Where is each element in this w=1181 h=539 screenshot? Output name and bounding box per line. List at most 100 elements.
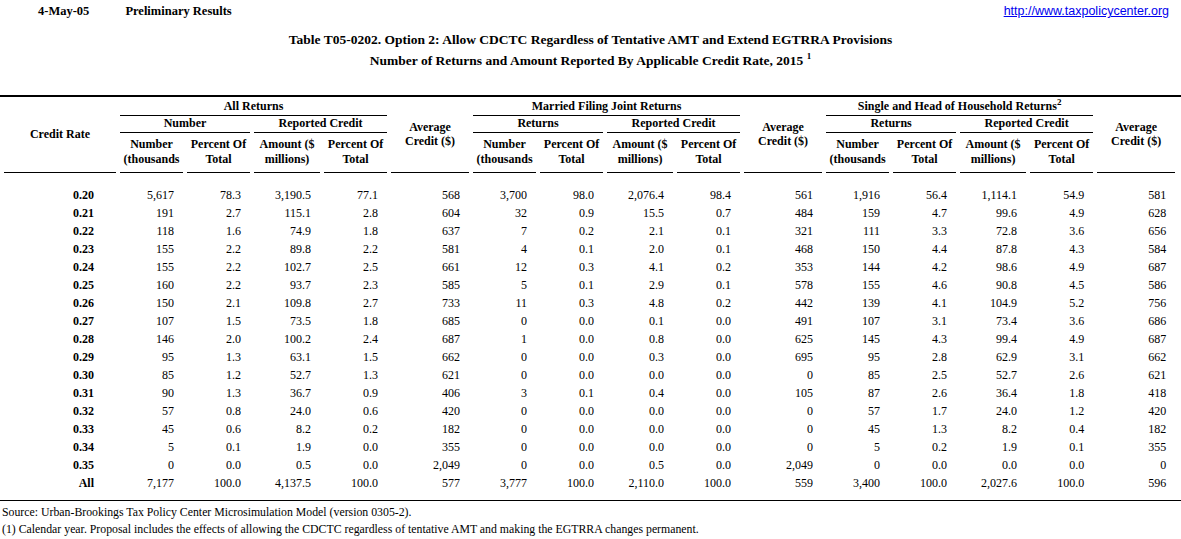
value-cell: 2.0 bbox=[187, 330, 250, 348]
value-cell: 1.5 bbox=[187, 312, 250, 330]
value-cell: 5 bbox=[826, 438, 889, 456]
subgroup-reported-credit-all: Reported Credit bbox=[254, 116, 387, 133]
table-row: 0.251602.293.72.358550.12.90.15781554.69… bbox=[4, 276, 1175, 294]
value-cell: 0.0 bbox=[893, 456, 956, 474]
table-body: 0.205,61778.33,190.577.15683,70098.02,07… bbox=[4, 173, 1175, 500]
value-cell: 36.4 bbox=[960, 384, 1026, 402]
table-row: 0.3500.00.50.02,04900.00.50.02,04900.00.… bbox=[4, 456, 1175, 474]
value-cell: 4.5 bbox=[1030, 276, 1093, 294]
value-cell: 0.0 bbox=[540, 420, 603, 438]
value-cell: 2.6 bbox=[1030, 366, 1093, 384]
credit-rate-cell: 0.33 bbox=[4, 420, 116, 438]
title-line-2-text: Number of Returns and Amount Reported By… bbox=[370, 53, 803, 68]
value-cell: 0.1 bbox=[1030, 438, 1093, 456]
credit-rate-cell: 0.24 bbox=[4, 258, 116, 276]
value-cell: 95 bbox=[826, 348, 889, 366]
value-cell: 0.0 bbox=[540, 330, 603, 348]
col-label-line1: Amount ($ bbox=[607, 137, 673, 152]
col-label-line2: millions) bbox=[607, 152, 673, 167]
value-cell: 145 bbox=[826, 330, 889, 348]
value-cell: 0.1 bbox=[677, 222, 740, 240]
credit-rate-cell: 0.35 bbox=[4, 456, 116, 474]
credit-rate-cell: 0.21 bbox=[4, 204, 116, 222]
value-cell: 11 bbox=[473, 294, 536, 312]
value-cell: 0.4 bbox=[1030, 420, 1093, 438]
value-cell: 100.0 bbox=[187, 474, 250, 500]
value-cell: 3.6 bbox=[1030, 222, 1093, 240]
value-cell: 491 bbox=[744, 312, 822, 330]
col-header-amount: Amount ($millions) bbox=[607, 133, 673, 173]
value-cell: 0.9 bbox=[540, 204, 603, 222]
col-header-amount: Amount ($millions) bbox=[960, 133, 1026, 173]
value-cell: 0 bbox=[1097, 456, 1175, 474]
average-label-line1: Average bbox=[744, 120, 822, 134]
source-note: Source: Urban-Brookings Tax Policy Cente… bbox=[2, 504, 1175, 521]
value-cell: 85 bbox=[120, 366, 183, 384]
value-cell: 3,190.5 bbox=[254, 173, 320, 204]
value-cell: 62.9 bbox=[960, 348, 1026, 366]
value-cell: 625 bbox=[744, 330, 822, 348]
value-cell: 0 bbox=[473, 348, 536, 366]
value-cell: 2.2 bbox=[324, 240, 387, 258]
value-cell: 559 bbox=[744, 474, 822, 500]
col-label-line1: Percent Of bbox=[540, 137, 603, 152]
value-cell: 3,400 bbox=[826, 474, 889, 500]
value-cell: 4.8 bbox=[607, 294, 673, 312]
value-cell: 0.1 bbox=[540, 384, 603, 402]
value-cell: 2.7 bbox=[324, 294, 387, 312]
taxpolicycenter-link[interactable]: http://www.taxpolicycenter.org bbox=[1004, 4, 1169, 18]
value-cell: 2.9 bbox=[607, 276, 673, 294]
value-cell: 45 bbox=[826, 420, 889, 438]
value-cell: 0.1 bbox=[540, 276, 603, 294]
value-cell: 0.0 bbox=[324, 456, 387, 474]
value-cell: 0.0 bbox=[677, 420, 740, 438]
value-cell: 662 bbox=[1097, 348, 1175, 366]
value-cell: 73.5 bbox=[254, 312, 320, 330]
value-cell: 85 bbox=[826, 366, 889, 384]
col-header-percent: Percent OfTotal bbox=[540, 133, 603, 173]
value-cell: 4.3 bbox=[893, 330, 956, 348]
col-label-line2: Total bbox=[187, 152, 250, 167]
value-cell: 1.8 bbox=[1030, 384, 1093, 402]
value-cell: 54.9 bbox=[1030, 173, 1093, 204]
value-cell: 0.9 bbox=[324, 384, 387, 402]
value-cell: 8.2 bbox=[254, 420, 320, 438]
group-title-text: Single and Head of Household Returns bbox=[858, 99, 1057, 113]
value-cell: 155 bbox=[120, 240, 183, 258]
value-cell: 87.8 bbox=[960, 240, 1026, 258]
col-label-line2: Total bbox=[677, 152, 740, 167]
value-cell: 321 bbox=[744, 222, 822, 240]
value-cell: 0.2 bbox=[677, 294, 740, 312]
value-cell: 0.0 bbox=[540, 312, 603, 330]
value-cell: 1.3 bbox=[187, 384, 250, 402]
value-cell: 1.9 bbox=[254, 438, 320, 456]
value-cell: 0.0 bbox=[677, 312, 740, 330]
value-cell: 104.9 bbox=[960, 294, 1026, 312]
value-cell: 2.5 bbox=[893, 366, 956, 384]
value-cell: 0 bbox=[473, 366, 536, 384]
value-cell: 4.9 bbox=[1030, 258, 1093, 276]
value-cell: 5.2 bbox=[1030, 294, 1093, 312]
value-cell: 107 bbox=[120, 312, 183, 330]
value-cell: 420 bbox=[391, 402, 469, 420]
value-cell: 159 bbox=[826, 204, 889, 222]
value-cell: 78.3 bbox=[187, 173, 250, 204]
value-cell: 0.1 bbox=[677, 240, 740, 258]
col-label-line2: Total bbox=[324, 152, 387, 167]
value-cell: 105 bbox=[744, 384, 822, 402]
value-cell: 0.0 bbox=[960, 456, 1026, 474]
value-cell: 2.2 bbox=[187, 258, 250, 276]
average-label-line2: Credit ($) bbox=[391, 134, 469, 148]
col-header-percent: Percent OfTotal bbox=[893, 133, 956, 173]
value-cell: 581 bbox=[391, 240, 469, 258]
value-cell: 0.0 bbox=[607, 366, 673, 384]
value-cell: 4.9 bbox=[1030, 204, 1093, 222]
value-cell: 0.0 bbox=[607, 402, 673, 420]
value-cell: 150 bbox=[120, 294, 183, 312]
value-cell: 109.8 bbox=[254, 294, 320, 312]
value-cell: 2,076.4 bbox=[607, 173, 673, 204]
col-label-line1: Percent Of bbox=[677, 137, 740, 152]
value-cell: 5,617 bbox=[120, 173, 183, 204]
value-cell: 0.2 bbox=[540, 222, 603, 240]
subgroup-number-all: Number bbox=[120, 116, 250, 133]
